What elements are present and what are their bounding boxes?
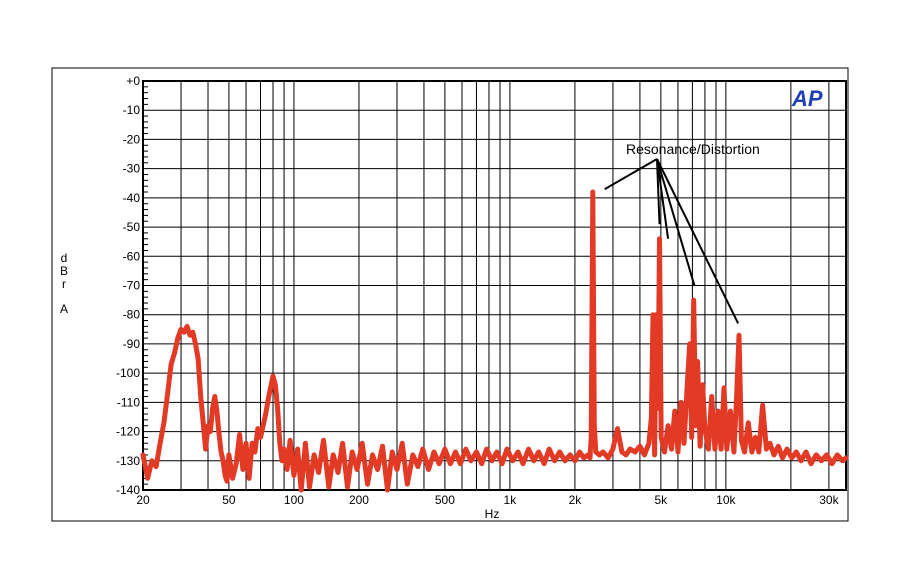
y-tick-label: -40: [123, 191, 141, 205]
y-tick-label: -120: [116, 425, 140, 439]
annotation-leader-line: [656, 158, 661, 225]
x-tick-label: 500: [435, 493, 455, 507]
y-tick-label: -70: [123, 279, 141, 293]
series: [140, 189, 849, 493]
x-tick-label: 200: [349, 493, 369, 507]
x-tick-label: 10k: [716, 493, 736, 507]
x-tick-labels: 20 50 100 200 500 1k 2k 5k 10k 30k: [136, 493, 839, 507]
y-axis-label-char: B: [60, 264, 68, 278]
x-tick-label: 1k: [504, 493, 518, 507]
y-tick-label: -30: [123, 162, 141, 176]
y-tick-label: -130: [116, 454, 140, 468]
y-tick-label: -80: [123, 308, 141, 322]
ap-logo: AP: [791, 86, 823, 111]
y-axis-label-char: r: [62, 277, 66, 291]
annotation: Resonance/Distortion: [604, 141, 760, 324]
y-tick-label: +0: [126, 74, 140, 88]
x-tick-label: 5k: [655, 493, 669, 507]
x-tick-label: 50: [222, 493, 236, 507]
annotation-leader-line: [656, 158, 740, 324]
y-tick-label: -10: [123, 103, 141, 117]
outer-frame: [51, 67, 849, 522]
y-tick-label: -60: [123, 249, 141, 263]
y-tick-label: -20: [123, 132, 141, 146]
y-tick-label: -90: [123, 337, 141, 351]
y-axis-label-char: A: [60, 302, 68, 316]
plot-area: [142, 80, 847, 491]
x-tick-label: 100: [284, 493, 304, 507]
y-tick-label: -100: [116, 366, 140, 380]
annotation-leader-line: [604, 158, 658, 190]
annotation-leader-line: [656, 158, 696, 286]
x-tick-label: 30k: [819, 493, 839, 507]
spectrum-line: [140, 189, 849, 493]
y-tick-label: -140: [116, 483, 140, 497]
y-tick-labels: +0 -10 -20 -30 -40 -50 -60 -70 -80 -90 -100 -110 -12…: [116, 74, 140, 497]
x-tick-label: 20: [136, 493, 150, 507]
x-axis-label: Hz: [485, 507, 500, 521]
ap-logo-text: AP: [791, 86, 823, 111]
y-axis-label-char: d: [61, 251, 68, 265]
annotation-leader-line: [656, 158, 670, 239]
x-tick-label: 2k: [569, 493, 583, 507]
y-tick-label: -110: [117, 395, 140, 409]
annotation-label: Resonance/Distortion: [626, 141, 760, 157]
y-tick-label: -50: [123, 220, 141, 234]
